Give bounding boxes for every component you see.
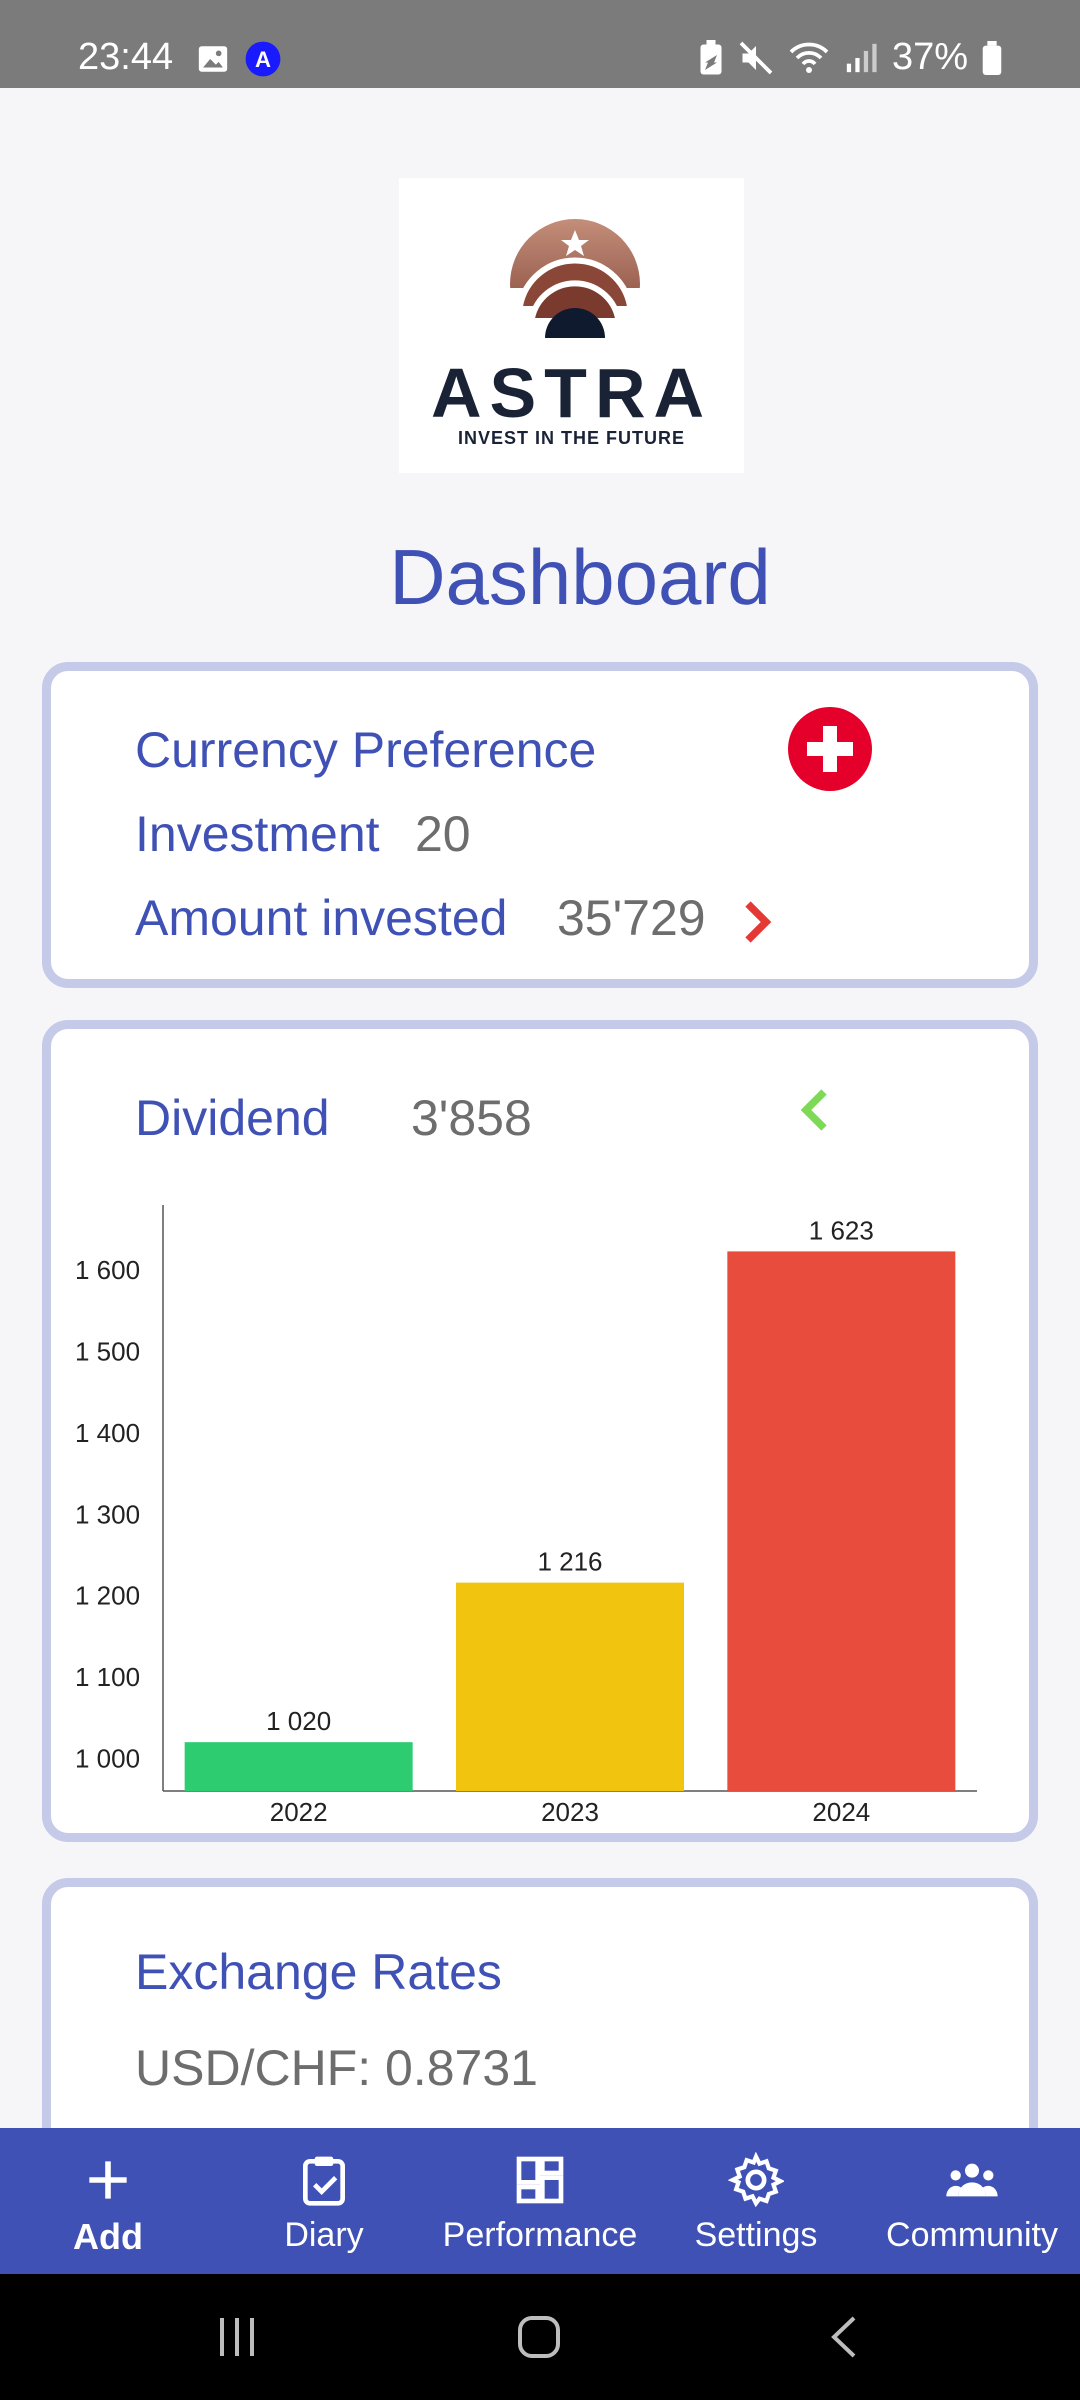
mute-icon bbox=[738, 40, 774, 76]
plus-icon bbox=[80, 2152, 136, 2208]
exchange-rates-title: Exchange Rates bbox=[135, 1943, 502, 2001]
svg-text:A: A bbox=[255, 47, 271, 72]
battery-percent: 37% bbox=[892, 36, 968, 79]
recent-apps-icon[interactable] bbox=[214, 2314, 260, 2360]
signal-icon bbox=[844, 40, 878, 76]
nav-settings-label: Settings bbox=[695, 2216, 818, 2255]
y-tick-label: 1 600 bbox=[75, 1255, 140, 1285]
chevron-right-icon[interactable] bbox=[739, 897, 775, 947]
investment-label: Investment bbox=[135, 805, 380, 863]
bar-data-label: 1 020 bbox=[266, 1706, 331, 1736]
nav-diary[interactable]: Diary bbox=[216, 2128, 432, 2274]
a-badge-icon: A bbox=[244, 40, 282, 78]
y-tick-label: 1 100 bbox=[75, 1662, 140, 1692]
x-tick-label: 2024 bbox=[812, 1797, 870, 1827]
swiss-flag-icon[interactable] bbox=[788, 707, 872, 791]
image-icon bbox=[196, 42, 230, 76]
nav-settings[interactable]: Settings bbox=[648, 2128, 864, 2274]
y-tick-label: 1 000 bbox=[75, 1743, 140, 1773]
nav-performance[interactable]: Performance bbox=[432, 2128, 648, 2274]
bar-data-label: 1 216 bbox=[537, 1547, 602, 1577]
home-icon[interactable] bbox=[516, 2314, 562, 2360]
amount-invested-label: Amount invested bbox=[135, 889, 507, 947]
nav-diary-label: Diary bbox=[284, 2216, 363, 2255]
status-time: 23:44 bbox=[78, 36, 173, 79]
bar-data-label: 1 623 bbox=[809, 1215, 874, 1245]
y-tick-label: 1 400 bbox=[75, 1418, 140, 1448]
nav-add-label: Add bbox=[73, 2216, 143, 2258]
clipboard-check-icon bbox=[296, 2152, 352, 2208]
currency-card: Currency Preference Investment 20 Amount… bbox=[42, 662, 1038, 988]
y-tick-label: 1 200 bbox=[75, 1581, 140, 1611]
dividend-card: Dividend 3'858 1 000 1 100 1 200 1 300 1 400… bbox=[42, 1020, 1038, 1842]
currency-preference-label: Currency Preference bbox=[135, 721, 596, 779]
investment-value: 20 bbox=[415, 805, 471, 863]
dashboard-grid-icon bbox=[512, 2152, 568, 2208]
back-icon[interactable] bbox=[822, 2314, 868, 2360]
usd-chf-rate: USD/CHF: 0.8731 bbox=[135, 2039, 538, 2097]
nav-add[interactable]: Add bbox=[0, 2128, 216, 2274]
astra-emblem-icon bbox=[399, 178, 744, 353]
y-tick-label: 1 300 bbox=[75, 1499, 140, 1529]
system-navigation-bar bbox=[0, 2274, 1080, 2400]
battery-saver-icon bbox=[698, 40, 724, 76]
bottom-navigation: Add Diary Performance Settings Community bbox=[0, 2128, 1080, 2274]
bar-2022 bbox=[185, 1742, 413, 1791]
bar-2024 bbox=[727, 1251, 955, 1791]
amount-invested-value: 35'729 bbox=[557, 889, 706, 947]
battery-icon bbox=[982, 41, 1002, 75]
x-tick-label: 2022 bbox=[270, 1797, 328, 1827]
gear-icon bbox=[728, 2152, 784, 2208]
nav-community-label: Community bbox=[886, 2216, 1058, 2255]
status-bar: 23:44 A 37% bbox=[0, 0, 1080, 88]
logo-tagline: INVEST IN THE FUTURE bbox=[399, 428, 744, 449]
people-icon bbox=[944, 2152, 1000, 2208]
logo-wordmark: ASTRA bbox=[399, 353, 744, 433]
nav-performance-label: Performance bbox=[443, 2216, 638, 2255]
dividend-bar-chart: 1 000 1 100 1 200 1 300 1 400 1 500 1 600 1 020… bbox=[51, 1029, 1029, 1833]
wifi-icon bbox=[788, 40, 830, 76]
x-tick-label: 2023 bbox=[541, 1797, 599, 1827]
nav-community[interactable]: Community bbox=[864, 2128, 1080, 2274]
astra-logo: ASTRA INVEST IN THE FUTURE bbox=[399, 178, 744, 473]
bar-2023 bbox=[456, 1583, 684, 1791]
page-title: Dashboard bbox=[0, 532, 1080, 623]
y-tick-label: 1 500 bbox=[75, 1337, 140, 1367]
